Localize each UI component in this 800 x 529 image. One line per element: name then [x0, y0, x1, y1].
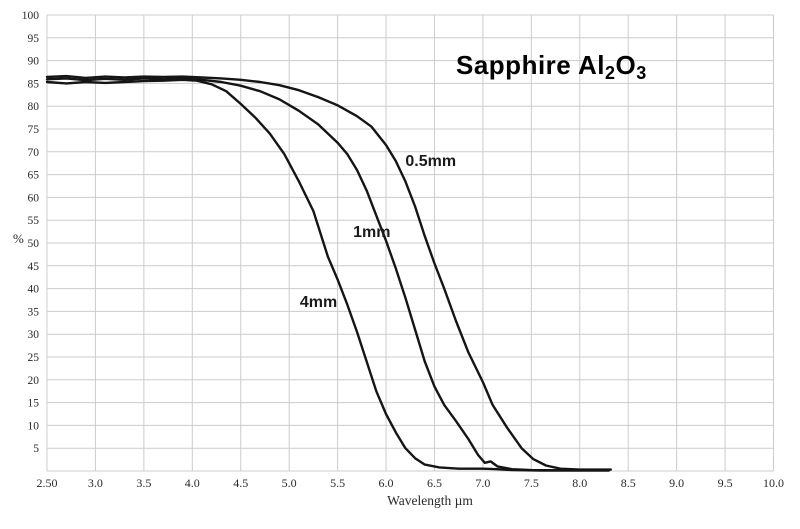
- x-tick-label-4.5: 4.5: [233, 476, 248, 490]
- x-tick-label-9.5: 9.5: [718, 476, 733, 490]
- x-tick-label-8.5: 8.5: [621, 476, 636, 490]
- series-label-4mm: 4mm: [300, 294, 337, 311]
- x-tick-label-8.0: 8.0: [572, 476, 587, 490]
- x-tick-label-7.0: 7.0: [475, 476, 490, 490]
- x-tick-label-6.5: 6.5: [427, 476, 442, 490]
- y-tick-label-5: 5: [33, 443, 39, 455]
- series-label-0.5mm: 0.5mm: [405, 153, 456, 170]
- series-label-1mm: 1mm: [353, 224, 390, 241]
- y-tick-label-70: 70: [28, 147, 40, 159]
- y-tick-label-50: 50: [28, 238, 40, 250]
- y-axis-label: %: [13, 231, 24, 246]
- y-tick-label-30: 30: [28, 329, 40, 341]
- title-text: Sapphire Al: [456, 50, 606, 80]
- y-tick-label-95: 95: [28, 33, 40, 45]
- title-subscript-3: 3: [636, 63, 647, 83]
- curve-1mm: [45, 77, 610, 472]
- x-tick-label-3.0: 3.0: [88, 476, 103, 490]
- y-tick-label-65: 65: [28, 170, 40, 182]
- y-tick-label-100: 100: [22, 10, 40, 22]
- curve-4mm: [45, 78, 610, 472]
- y-tick-label-35: 35: [28, 306, 40, 318]
- title-subscript-2: 2: [605, 63, 616, 83]
- curve-layer: [45, 74, 612, 472]
- x-tick-label-4.0: 4.0: [185, 476, 200, 490]
- y-tick-label-75: 75: [28, 124, 40, 136]
- y-tick-label-15: 15: [28, 398, 40, 410]
- curve-0.5mm: [45, 74, 612, 471]
- y-tick-label-45: 45: [28, 261, 40, 273]
- y-tick-label-90: 90: [28, 56, 40, 68]
- tick-labels-layer: 1009590858075706560555045403530252015105…: [22, 10, 784, 490]
- y-tick-label-40: 40: [28, 284, 40, 296]
- grid-layer: [46, 14, 774, 472]
- x-tick-label-5.5: 5.5: [330, 476, 345, 490]
- y-tick-label-55: 55: [28, 215, 40, 227]
- title-oxygen: O: [615, 50, 637, 80]
- x-tick-label-2.50: 2.50: [37, 476, 58, 490]
- x-tick-label-9.0: 9.0: [669, 476, 684, 490]
- x-tick-label-5.0: 5.0: [282, 476, 297, 490]
- x-axis-label: Wavelength µm: [387, 493, 473, 508]
- y-tick-label-20: 20: [28, 375, 40, 387]
- x-tick-label-7.5: 7.5: [524, 476, 539, 490]
- y-tick-label-60: 60: [28, 192, 40, 204]
- x-tick-label-6.0: 6.0: [379, 476, 394, 490]
- y-tick-label-80: 80: [28, 101, 40, 113]
- y-tick-label-85: 85: [28, 78, 40, 90]
- chart-title: Sapphire Al2O3: [456, 50, 647, 83]
- curve-annotations-layer: 0.5mm 1mm 4mm: [300, 153, 456, 311]
- x-tick-label-3.5: 3.5: [136, 476, 151, 490]
- x-tick-label-10.0: 10.0: [763, 476, 784, 490]
- y-tick-label-25: 25: [28, 352, 40, 364]
- y-tick-label-10: 10: [28, 420, 40, 432]
